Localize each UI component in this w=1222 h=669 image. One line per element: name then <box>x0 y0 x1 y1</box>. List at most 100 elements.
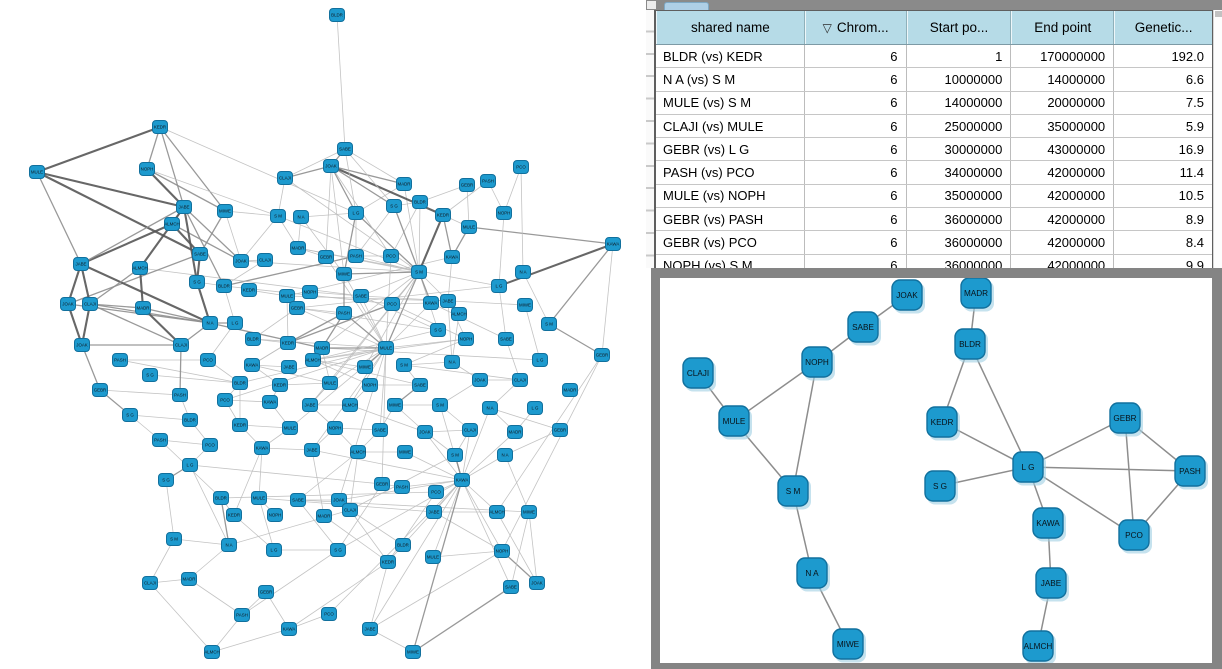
overview-node[interactable]: MADR <box>316 509 332 523</box>
overview-node[interactable]: ALMCH <box>350 445 366 459</box>
detail-node-miwe[interactable]: MIWE <box>832 628 866 663</box>
overview-node[interactable]: KAWA <box>281 622 297 636</box>
overview-node[interactable]: JOAK <box>417 425 433 439</box>
overview-node[interactable]: NOPH <box>458 332 474 346</box>
overview-node[interactable]: SABE <box>337 142 353 156</box>
detail-node-noph[interactable]: NOPH <box>801 346 835 381</box>
detail-node-s-m[interactable]: S M <box>777 475 811 510</box>
overview-node[interactable]: JOAK <box>529 576 545 590</box>
overview-node[interactable]: JABE <box>362 622 378 636</box>
overview-node[interactable]: MIWE <box>517 298 533 312</box>
overview-network-canvas[interactable]: BLDR KEDR MULE NOPH SABE JOAK CLAJI MADR GEBR PAS… <box>0 0 651 669</box>
overview-node[interactable]: JABE <box>426 505 442 519</box>
overview-node[interactable]: PASH <box>234 608 250 622</box>
overview-node[interactable]: PCO <box>217 393 233 407</box>
filter-icon[interactable]: ▽ <box>822 20 832 35</box>
overview-node[interactable]: SABE <box>372 423 388 437</box>
detail-node-pash[interactable]: PASH <box>1174 455 1208 490</box>
overview-node[interactable]: MULE <box>279 289 295 303</box>
overview-node[interactable]: CLAJI <box>257 253 273 267</box>
overview-node[interactable]: MULE <box>29 165 45 179</box>
overview-node[interactable]: ALMCH <box>489 505 505 519</box>
overview-node[interactable]: BLDR <box>395 538 411 552</box>
overview-node[interactable]: S M <box>411 265 427 279</box>
detail-node-bldr[interactable]: BLDR <box>954 328 988 363</box>
overview-node[interactable]: JABE <box>302 398 318 412</box>
overview-node[interactable]: S M <box>447 448 463 462</box>
detail-node-kawa[interactable]: KAWA <box>1032 507 1066 542</box>
detail-node-pco[interactable]: PCO <box>1118 519 1152 554</box>
overview-node[interactable]: N A <box>444 355 460 369</box>
detail-node-s-g[interactable]: S G <box>924 470 958 505</box>
overview-node[interactable]: NOPH <box>327 421 343 435</box>
overview-node[interactable]: KEDR <box>232 418 248 432</box>
overview-node[interactable]: KEDR <box>272 378 288 392</box>
overview-node[interactable]: PASH <box>336 306 352 320</box>
detail-edge[interactable] <box>969 343 1029 468</box>
overview-node[interactable]: SABE <box>192 247 208 261</box>
overview-node[interactable]: SABE <box>498 332 514 346</box>
overview-node[interactable]: JABE <box>73 257 89 271</box>
detail-edge[interactable] <box>1124 417 1135 536</box>
overview-node[interactable]: CLAJI <box>82 297 98 311</box>
detail-node-almch[interactable]: ALMCH <box>1022 630 1056 663</box>
overview-node[interactable]: PCO <box>202 438 218 452</box>
overview-node[interactable]: ALMCH <box>164 217 180 231</box>
overview-node[interactable]: L G <box>182 458 198 472</box>
overview-node[interactable]: MIWE <box>397 445 413 459</box>
overview-node[interactable]: MADR <box>507 425 523 439</box>
overview-node[interactable]: N A <box>497 448 513 462</box>
overview-node[interactable]: KEDR <box>435 208 451 222</box>
overview-node[interactable]: JABE <box>176 200 192 214</box>
overview-node[interactable]: MULE <box>425 550 441 564</box>
overview-node[interactable]: L G <box>491 279 507 293</box>
overview-node[interactable]: S G <box>158 473 174 487</box>
overview-node[interactable]: MADR <box>135 301 151 315</box>
overview-node[interactable]: ALMCH <box>204 645 220 659</box>
overview-node[interactable]: PCO <box>321 607 337 621</box>
overview-node[interactable]: MADR <box>181 572 197 586</box>
overview-node[interactable]: CLAJI <box>512 373 528 387</box>
overview-node[interactable]: L G <box>348 206 364 220</box>
overview-node[interactable]: JOAK <box>233 254 249 268</box>
overview-node[interactable]: SABE <box>503 580 519 594</box>
overview-node[interactable]: ALMCH <box>132 261 148 275</box>
detail-node-jabe[interactable]: JABE <box>1035 567 1069 602</box>
overview-node[interactable]: GEBR <box>459 178 475 192</box>
overview-node[interactable]: MULE <box>322 376 338 390</box>
overview-node[interactable]: JOAK <box>331 493 347 507</box>
overview-node[interactable]: KAWA <box>244 358 260 372</box>
overview-node[interactable]: PASH <box>480 174 496 188</box>
overview-node[interactable]: MIWE <box>357 360 373 374</box>
overview-node[interactable]: SABE <box>412 378 428 392</box>
overview-node[interactable]: S G <box>430 323 446 337</box>
table-row[interactable]: MULE (vs) S M 6 14000000 20000000 7.5 <box>656 91 1212 115</box>
table-row[interactable]: N A (vs) S M 6 10000000 14000000 6.6 <box>656 68 1212 92</box>
overview-node[interactable]: NOPH <box>139 162 155 176</box>
overview-node[interactable]: BLDR <box>182 413 198 427</box>
overview-node[interactable]: BLDR <box>245 332 261 346</box>
overview-node[interactable]: GEBR <box>374 477 390 491</box>
overview-node[interactable]: MULE <box>251 491 267 505</box>
overview-node[interactable]: S M <box>166 532 182 546</box>
overview-node[interactable]: ALMCH <box>305 353 321 367</box>
table-row[interactable]: BLDR (vs) KEDR 6 1 170000000 192.0 <box>656 45 1212 69</box>
overview-node[interactable]: CLAJI <box>277 171 293 185</box>
detail-edge[interactable] <box>1027 466 1191 472</box>
overview-node[interactable]: MULE <box>461 220 477 234</box>
overview-node[interactable]: CLAJI <box>173 338 189 352</box>
overview-node[interactable]: GEBR <box>318 250 334 264</box>
detail-node-n-a[interactable]: N A <box>796 557 830 592</box>
overview-node[interactable]: JABE <box>304 443 320 457</box>
overview-node[interactable]: L G <box>532 353 548 367</box>
overview-node[interactable]: KAWA <box>254 441 270 455</box>
column-header-shared-name[interactable]: shared name <box>656 11 805 44</box>
overview-node[interactable]: JOAK <box>60 297 76 311</box>
overview-node[interactable]: GEBR <box>289 301 305 315</box>
overview-node[interactable]: KEDR <box>226 508 242 522</box>
overview-node[interactable]: PCO <box>513 160 529 174</box>
overview-node[interactable]: ALMCH <box>451 307 467 321</box>
overview-node[interactable]: MIWE <box>336 267 352 281</box>
overview-node[interactable]: GEBR <box>92 383 108 397</box>
overview-node[interactable]: KAWA <box>454 473 470 487</box>
